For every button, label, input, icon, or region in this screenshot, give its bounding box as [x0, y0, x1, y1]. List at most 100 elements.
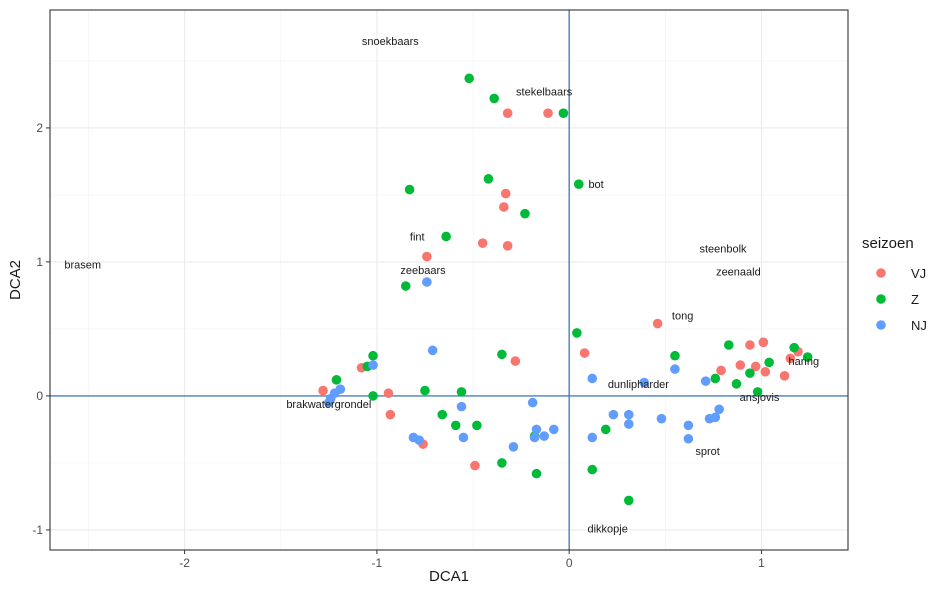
- point-nj: [608, 409, 619, 420]
- species-label-bot: bot: [588, 179, 603, 191]
- point-nj: [539, 431, 549, 441]
- point-nj: [700, 376, 711, 386]
- point-nj: [623, 409, 634, 420]
- point-z: [456, 387, 467, 397]
- species-labels: snoekbaars stekelbaars bot fint brasem zeebaa…: [64, 36, 819, 536]
- species-label-tong: tong: [672, 311, 693, 323]
- legend-key-nj: [876, 320, 886, 330]
- point-nj: [508, 442, 519, 452]
- y-tick-label: 0: [36, 389, 43, 403]
- point-z: [752, 387, 763, 397]
- plot-border: [49, 9, 849, 551]
- point-z: [331, 375, 342, 385]
- point-z: [572, 328, 582, 338]
- point-nj: [587, 432, 598, 443]
- point-nj: [531, 424, 542, 435]
- point-z: [489, 93, 499, 104]
- point-nj: [670, 364, 680, 374]
- y-tick-label: -1: [32, 523, 43, 537]
- point-z: [710, 373, 721, 384]
- point-nj: [458, 432, 469, 443]
- point-nj: [710, 412, 721, 423]
- legend-label-vj: VJ: [911, 266, 926, 281]
- point-z: [368, 391, 378, 401]
- x-axis-title: DCA1: [429, 568, 469, 585]
- legend-label-z: Z: [911, 292, 919, 307]
- point-vj: [760, 366, 771, 377]
- point-z: [587, 464, 598, 475]
- point-vj: [383, 388, 394, 399]
- point-vj: [385, 409, 396, 420]
- point-vj: [716, 365, 726, 376]
- point-z: [437, 409, 448, 420]
- x-axis: -2 -1 0 1: [179, 550, 765, 570]
- species-label-zeenaald: zeenaald: [716, 266, 761, 278]
- point-z: [404, 184, 415, 195]
- point-z: [558, 108, 569, 118]
- point-z: [531, 468, 542, 479]
- point-nj: [456, 401, 467, 412]
- point-z: [623, 495, 634, 506]
- point-z: [450, 420, 461, 431]
- point-vj: [735, 360, 746, 370]
- y-axis: -1 0 1 2: [32, 121, 50, 537]
- point-z: [600, 424, 611, 435]
- species-label-haring: haring: [788, 356, 819, 368]
- point-nj: [529, 432, 540, 443]
- point-nj: [527, 397, 538, 408]
- x-tick-label: 1: [758, 556, 765, 570]
- point-vj: [422, 251, 432, 262]
- point-nj: [548, 424, 559, 435]
- point-vj: [579, 348, 590, 358]
- point-nj: [623, 419, 634, 429]
- point-vj: [470, 460, 480, 471]
- species-label-steenbolk: steenbolk: [699, 244, 747, 256]
- point-nj: [639, 377, 649, 388]
- point-nj: [422, 277, 432, 287]
- legend-label-nj: NJ: [911, 318, 927, 333]
- y-tick-label: 2: [36, 121, 43, 135]
- point-z: [520, 208, 530, 219]
- x-tick-label: 0: [566, 556, 573, 570]
- x-tick-label: -1: [372, 556, 383, 570]
- point-z: [764, 357, 774, 368]
- x-tick-label: -2: [179, 556, 190, 570]
- point-z: [441, 231, 451, 242]
- plot-panel: [50, 10, 848, 550]
- point-nj: [427, 345, 438, 356]
- point-z: [497, 458, 507, 468]
- point-nj: [587, 373, 598, 384]
- point-nj: [656, 413, 667, 424]
- species-label-dunlipharder: dunlipharder: [608, 379, 669, 391]
- point-vj: [543, 108, 553, 118]
- point-vj: [652, 318, 663, 329]
- y-tick-label: 1: [36, 255, 43, 269]
- point-vj: [318, 385, 328, 396]
- point-vj: [750, 361, 761, 372]
- point-vj: [500, 188, 511, 199]
- point-z: [400, 281, 411, 291]
- point-vj: [758, 337, 769, 348]
- legend-key-vj: [876, 268, 886, 278]
- point-vj: [785, 353, 796, 364]
- legend-title: seizoen: [862, 235, 914, 252]
- point-z: [464, 73, 474, 84]
- point-vj: [502, 108, 513, 118]
- point-vj: [499, 202, 509, 212]
- species-label-stekelbaars: stekelbaars: [516, 87, 573, 99]
- y-axis-title: DCA2: [7, 260, 24, 300]
- point-z: [573, 179, 584, 189]
- point-nj: [683, 420, 694, 431]
- point-vj: [745, 340, 755, 350]
- species-label-ansjovis: ansjovis: [740, 392, 780, 404]
- point-z: [723, 340, 734, 350]
- species-label-fint: fint: [410, 231, 425, 243]
- point-vj: [779, 371, 790, 381]
- point-z: [670, 350, 680, 361]
- point-nj: [414, 435, 424, 445]
- data-points: [318, 73, 813, 506]
- point-z: [368, 350, 378, 361]
- point-z: [472, 420, 482, 431]
